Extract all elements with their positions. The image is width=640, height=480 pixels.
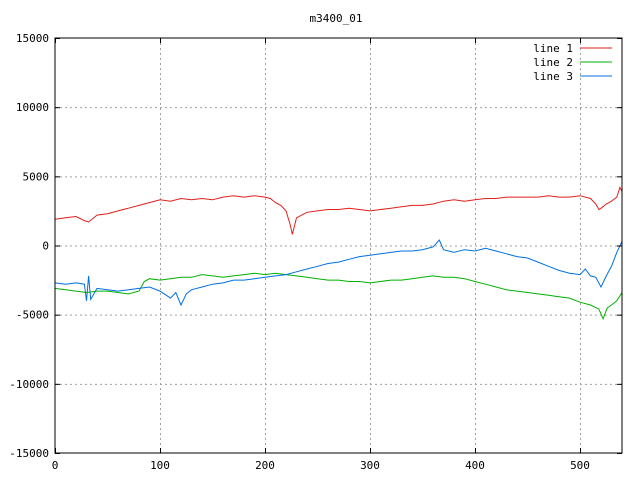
y-tick-label: 5000 <box>23 170 50 183</box>
x-tick-label: 200 <box>255 459 275 472</box>
series-lines <box>54 186 623 321</box>
y-tick-label: 0 <box>42 240 49 253</box>
chart-title: m3400_01 <box>310 12 363 25</box>
y-tick-label: -15000 <box>9 447 49 460</box>
legend-label: line 3 <box>533 70 573 83</box>
y-tick-label: -10000 <box>9 378 49 391</box>
legend-label: line 2 <box>533 56 573 69</box>
x-tick-label: 0 <box>52 459 59 472</box>
x-tick-label: 100 <box>150 459 170 472</box>
x-tick-label: 500 <box>570 459 590 472</box>
tick-labels: 0 100 200 300 400 500 -15000 -10000 -5000 0 5000 10… <box>9 32 590 472</box>
x-tick-label: 400 <box>465 459 485 472</box>
legend-label: line 1 <box>533 42 573 55</box>
y-tick-label: 15000 <box>16 32 49 45</box>
series-line-2 <box>54 272 623 321</box>
x-tick-label: 300 <box>360 459 380 472</box>
axis-ticks <box>55 38 622 454</box>
series-line-1 <box>54 186 623 235</box>
series-line-3 <box>54 239 623 307</box>
grid-lines <box>55 38 622 453</box>
y-tick-label: 10000 <box>16 101 49 114</box>
y-tick-label: -5000 <box>16 309 49 322</box>
